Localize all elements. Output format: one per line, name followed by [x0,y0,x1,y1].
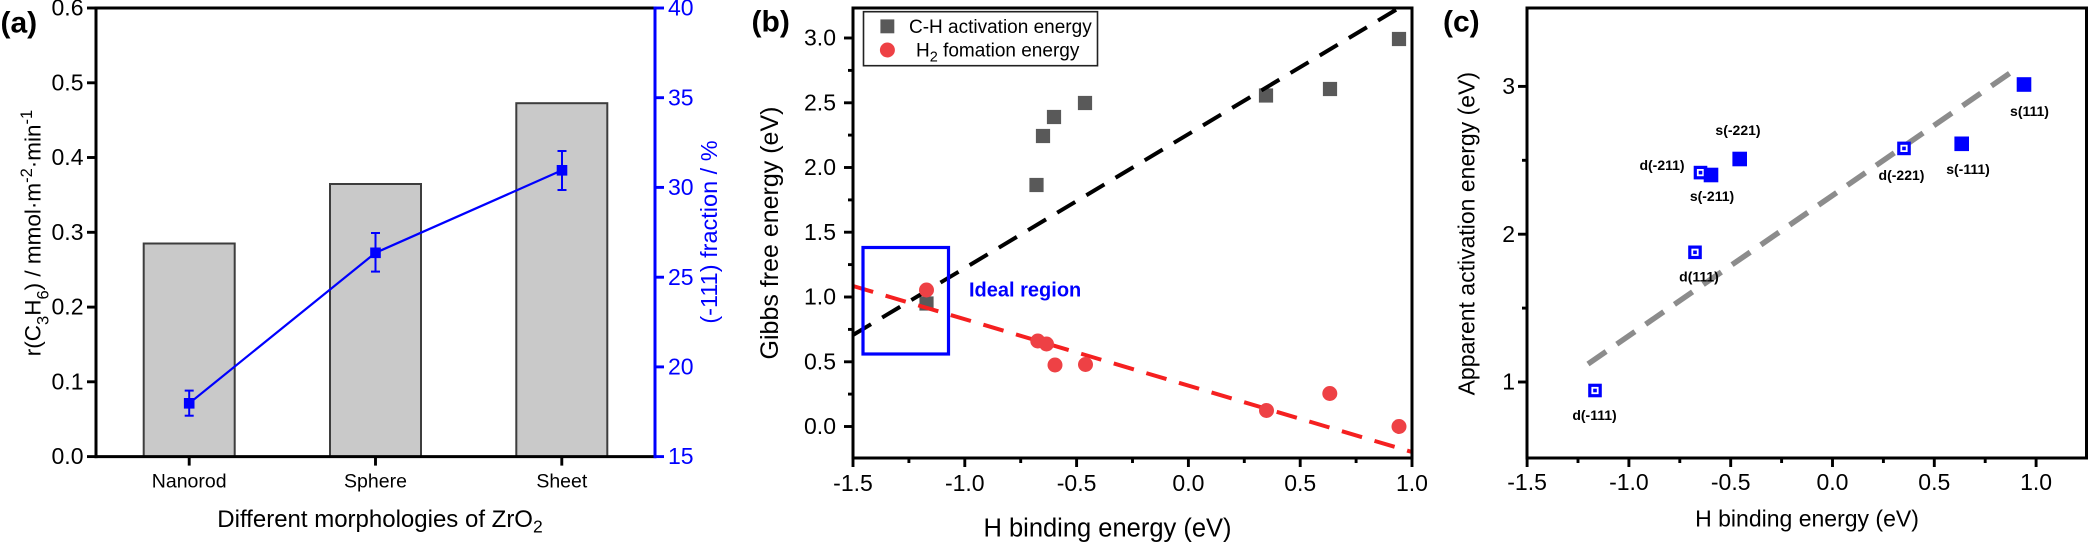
svg-text:(-111) fraction / %: (-111) fraction / % [696,140,722,323]
svg-text:s(111): s(111) [2010,103,2049,119]
svg-text:d(-221): d(-221) [1879,167,1925,183]
svg-text:H binding energy (eV): H binding energy (eV) [983,515,1231,543]
svg-text:-0.5: -0.5 [1057,470,1097,496]
svg-text:0.4: 0.4 [52,144,84,170]
svg-text:(b): (b) [752,5,790,38]
svg-text:s(-111): s(-111) [1946,161,1990,177]
svg-text:15: 15 [668,443,694,469]
svg-text:Nanorod: Nanorod [152,471,227,493]
svg-text:40: 40 [668,0,694,21]
svg-text:d(-111): d(-111) [1572,407,1616,423]
svg-text:-1.5: -1.5 [1507,469,1547,495]
svg-text:0.2: 0.2 [52,294,84,320]
svg-text:-0.5: -0.5 [1711,469,1751,495]
svg-text:Apparent activation energy (eV: Apparent activation energy (eV) [1454,72,1480,395]
svg-text:-1.0: -1.0 [1609,469,1649,495]
svg-text:r(C3H6) / mmol·m-2·min-1: r(C3H6) / mmol·m-2·min-1 [18,110,53,356]
svg-text:25: 25 [668,264,694,290]
svg-text:Ideal region: Ideal region [969,280,1081,302]
svg-text:-1.0: -1.0 [945,470,985,496]
svg-text:20: 20 [668,354,694,380]
svg-text:(a): (a) [1,6,38,39]
svg-text:0.3: 0.3 [52,219,84,245]
svg-text:C-H activation energy: C-H activation energy [909,17,1092,38]
svg-text:-1.5: -1.5 [833,470,873,496]
svg-text:Sphere: Sphere [344,471,407,493]
svg-text:1.5: 1.5 [804,219,836,245]
svg-text:s(-221): s(-221) [1715,122,1760,138]
svg-text:H2 fomation energy: H2 fomation energy [916,41,1080,66]
svg-text:0.5: 0.5 [1918,469,1950,495]
svg-text:1.0: 1.0 [804,284,836,310]
svg-text:Different morphologies of ZrO2: Different morphologies of ZrO2 [217,506,542,537]
svg-text:3: 3 [1502,73,1515,99]
svg-text:0.0: 0.0 [52,443,84,469]
svg-text:2.5: 2.5 [804,89,836,115]
svg-text:0.6: 0.6 [52,0,84,21]
svg-text:0.1: 0.1 [52,368,84,394]
svg-text:0.5: 0.5 [52,69,84,95]
svg-text:0.0: 0.0 [1817,469,1849,495]
svg-text:1: 1 [1502,369,1515,395]
svg-text:s(-211): s(-211) [1690,188,1734,204]
svg-text:3.0: 3.0 [804,25,836,51]
svg-text:1.0: 1.0 [2020,469,2052,495]
svg-text:Gibbs free energy (eV): Gibbs free energy (eV) [756,107,784,360]
svg-text:0.5: 0.5 [1284,470,1316,496]
svg-text:0.0: 0.0 [1172,470,1204,496]
svg-text:0.0: 0.0 [804,413,836,439]
svg-text:2.0: 2.0 [804,154,836,180]
svg-text:30: 30 [668,174,694,200]
svg-text:d(-211): d(-211) [1639,157,1684,173]
svg-text:d(111): d(111) [1679,269,1719,285]
svg-text:2: 2 [1502,221,1515,247]
svg-text:H binding energy (eV): H binding energy (eV) [1695,506,1919,532]
svg-text:1.0: 1.0 [1396,470,1428,496]
svg-text:0.5: 0.5 [804,348,836,374]
svg-text:35: 35 [668,84,694,110]
svg-text:(c): (c) [1443,6,1480,39]
svg-text:Sheet: Sheet [536,471,588,493]
